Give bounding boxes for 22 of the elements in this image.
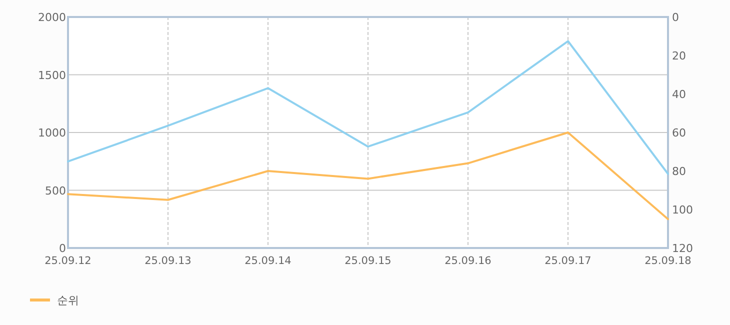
y2-tick-label: 40 <box>672 88 686 101</box>
x-tick-label: 25.09.15 <box>344 255 392 267</box>
y2-tick-label: 60 <box>672 126 686 140</box>
y2-tick-label: 100 <box>672 204 693 216</box>
x-tick-label: 25.09.13 <box>144 255 192 267</box>
x-tick-label: 25.09.12 <box>44 255 92 267</box>
line-series <box>67 40 669 175</box>
y-tick-label: 2000 <box>38 11 66 24</box>
y2-tick-label: 0 <box>672 11 679 24</box>
legend-label: 순위 <box>57 294 79 307</box>
y2-tick-label: 20 <box>672 50 686 62</box>
y-tick-label: 500 <box>45 184 66 198</box>
x-tick-label: 25.09.17 <box>544 255 592 267</box>
y2-tick-label: 120 <box>672 242 693 255</box>
y-tick-label: 1000 <box>38 126 66 140</box>
y-tick-label: 0 <box>59 242 66 255</box>
line-series <box>67 132 669 220</box>
x-tick-label: 25.09.14 <box>244 255 292 267</box>
y-tick-label: 1500 <box>38 68 66 82</box>
y2-tick-label: 80 <box>672 165 686 178</box>
x-tick-label: 25.09.18 <box>644 255 692 267</box>
x-tick-label: 25.09.16 <box>444 255 492 267</box>
